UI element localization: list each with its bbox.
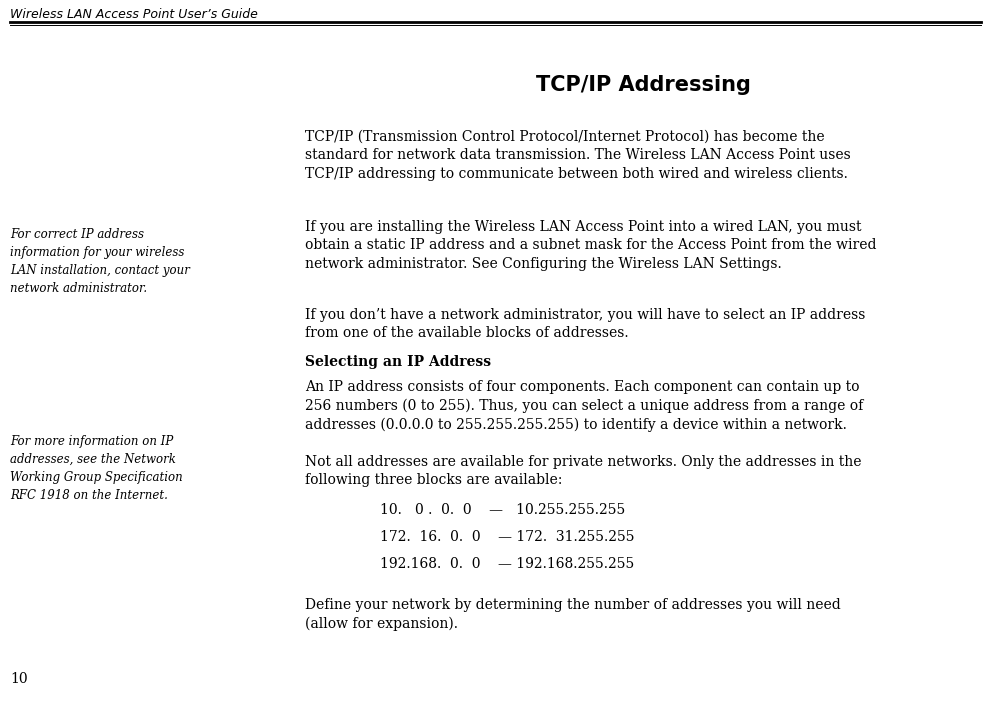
Text: Wireless LAN Access Point User’s Guide: Wireless LAN Access Point User’s Guide <box>10 8 258 21</box>
Text: Define your network by determining the number of addresses you will need
(allow : Define your network by determining the n… <box>305 598 840 631</box>
Text: 172.  16.  0.  0    — 172.  31.255.255: 172. 16. 0. 0 — 172. 31.255.255 <box>380 530 634 544</box>
Text: 10: 10 <box>10 672 28 686</box>
Text: Selecting an IP Address: Selecting an IP Address <box>305 355 492 369</box>
Text: An IP address consists of four components. Each component can contain up to
256 : An IP address consists of four component… <box>305 380 863 432</box>
Text: TCP/IP (Transmission Control Protocol/Internet Protocol) has become the
standard: TCP/IP (Transmission Control Protocol/In… <box>305 130 850 181</box>
Text: If you are installing the Wireless LAN Access Point into a wired LAN, you must
o: If you are installing the Wireless LAN A… <box>305 220 876 271</box>
Text: For correct IP address
information for your wireless
LAN installation, contact y: For correct IP address information for y… <box>10 228 190 295</box>
Text: If you don’t have a network administrator, you will have to select an IP address: If you don’t have a network administrato… <box>305 308 865 341</box>
Text: Not all addresses are available for private networks. Only the addresses in the
: Not all addresses are available for priv… <box>305 455 861 487</box>
Text: 10.   0 .  0.  0    —   10.255.255.255: 10. 0 . 0. 0 — 10.255.255.255 <box>380 503 625 517</box>
Text: For more information on IP
addresses, see the Network
Working Group Specificatio: For more information on IP addresses, se… <box>10 435 182 502</box>
Text: 192.168.  0.  0    — 192.168.255.255: 192.168. 0. 0 — 192.168.255.255 <box>380 557 634 571</box>
Text: TCP/IP Addressing: TCP/IP Addressing <box>535 75 750 95</box>
